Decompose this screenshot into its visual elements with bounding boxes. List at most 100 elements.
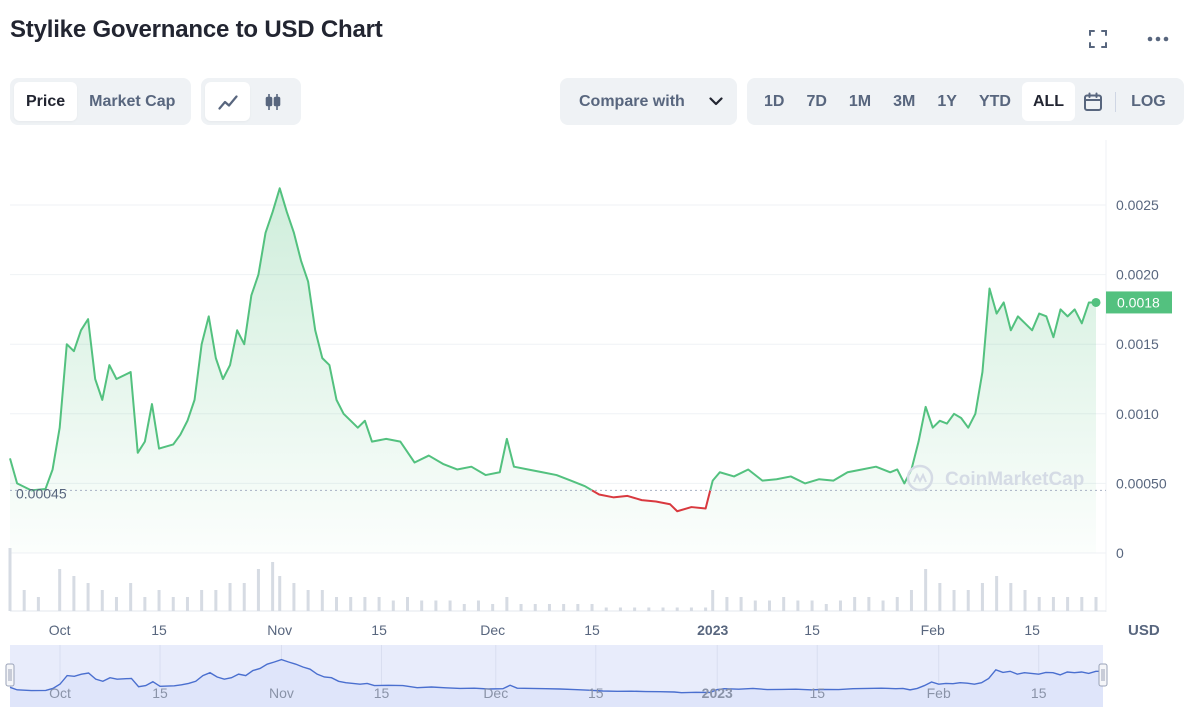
volume-bar	[881, 600, 885, 611]
tab-market-cap[interactable]: Market Cap	[89, 92, 176, 110]
volume-bar	[1009, 583, 1013, 611]
volume-bar	[256, 569, 260, 611]
calendar-icon	[1084, 92, 1103, 111]
volume-bar	[704, 607, 708, 611]
candlestick-button[interactable]	[250, 82, 295, 121]
navigator-line	[9, 658, 1103, 694]
volume-bar	[796, 600, 800, 611]
volume-bar	[129, 583, 133, 611]
more-options-icon[interactable]	[1147, 28, 1169, 50]
coinmarketcap-logo-icon	[906, 464, 934, 492]
volume-bar	[278, 576, 282, 611]
volume-bar	[171, 597, 175, 611]
date-picker-button[interactable]	[1075, 82, 1111, 121]
volume-bar	[909, 590, 913, 611]
volume-bar	[420, 600, 424, 611]
volume-bar	[100, 590, 104, 611]
volume-bar	[391, 600, 395, 611]
volume-bar	[767, 600, 771, 611]
price-line-above-ref	[9, 187, 593, 492]
volume-bar	[519, 604, 523, 611]
navigator-x-tick-label: Nov	[269, 685, 294, 701]
y-tick-label: 0.0010	[1116, 406, 1159, 422]
volume-bar	[1051, 597, 1055, 611]
volume-bar	[562, 604, 566, 611]
log-scale-toggle[interactable]: LOG	[1131, 92, 1166, 110]
navigator-x-tick-label: Feb	[927, 685, 951, 701]
volume-bar	[1094, 597, 1098, 611]
range-all[interactable]: ALL	[1021, 82, 1076, 121]
volume-bar	[86, 583, 90, 611]
currency-label: USD	[1128, 622, 1160, 639]
line-chart-icon	[217, 94, 238, 110]
range-1d[interactable]: 1D	[764, 92, 785, 110]
volume-bar	[952, 590, 956, 611]
coinmarketcap-logo-mark	[913, 472, 927, 484]
volume-bar	[576, 604, 580, 611]
volume-bar	[938, 583, 942, 611]
volume-bar	[1037, 597, 1041, 611]
range-ytd[interactable]: YTD	[978, 92, 1011, 110]
x-tick-label: 15	[584, 622, 600, 638]
x-tick-label: Dec	[480, 622, 505, 638]
current-price-dot	[1091, 297, 1101, 307]
navigator-x-tick-label: 15	[152, 685, 168, 701]
volume-bar	[782, 597, 786, 611]
x-tick-label: Nov	[267, 622, 292, 638]
volume-bar	[271, 562, 275, 611]
range-1y[interactable]: 1Y	[937, 92, 957, 110]
volume-bar	[547, 604, 551, 611]
current-price-badge	[1106, 291, 1172, 314]
volume-bar	[58, 569, 62, 611]
volume-bar	[72, 576, 76, 611]
x-tick-label: 15	[151, 622, 167, 638]
volume-bar	[604, 607, 608, 611]
y-tick-label: 0.00050	[1116, 475, 1167, 491]
volume-bar	[292, 583, 296, 611]
line-chart-button[interactable]	[205, 82, 250, 121]
watermark-text: CoinMarketCap	[945, 469, 1084, 490]
volume-bar	[476, 600, 480, 611]
x-tick-label: Feb	[921, 622, 945, 638]
fullscreen-icon[interactable]	[1087, 28, 1109, 50]
volume-bar	[335, 597, 339, 611]
volume-bar	[633, 607, 637, 611]
metric-tabs: Price Market Cap	[10, 78, 191, 125]
y-tick-label: 0.0025	[1116, 197, 1159, 213]
volume-bar	[980, 583, 984, 611]
x-tick-label: Oct	[49, 622, 71, 638]
range-3m[interactable]: 3M	[893, 92, 916, 110]
compare-with-label: Compare with	[579, 92, 685, 110]
y-tick-label: 0	[1116, 545, 1124, 561]
navigator-right-handle[interactable]	[1098, 663, 1108, 687]
x-tick-label: 15	[371, 622, 387, 638]
compare-with-dropdown[interactable]: Compare with	[560, 78, 737, 125]
navigator-x-tick-label: Dec	[483, 685, 508, 701]
volume-bar	[1080, 597, 1084, 611]
volume-bar	[966, 590, 970, 611]
volume-bar	[689, 607, 693, 611]
navigator-x-tick-label: 15	[809, 685, 825, 701]
volume-bar	[434, 600, 438, 611]
volume-bar	[824, 604, 828, 611]
range-7d[interactable]: 7D	[806, 92, 827, 110]
volume-bar	[753, 600, 757, 611]
volume-bar	[590, 604, 594, 611]
volume-bar	[505, 597, 509, 611]
time-range-selector: 1D 7D 1M 3M 1Y YTD ALL LOG	[747, 78, 1184, 125]
navigator-x-tick-label: 15	[1031, 685, 1047, 701]
volume-bar	[675, 607, 679, 611]
navigator-x-tick-label: Oct	[49, 685, 71, 701]
volume-bar	[114, 597, 118, 611]
volume-bar	[242, 583, 246, 611]
volume-bar	[533, 604, 537, 611]
volume-bar	[214, 590, 218, 611]
volume-bar	[185, 597, 189, 611]
price-line-below-ref	[591, 489, 712, 513]
volume-bar	[405, 597, 409, 611]
tab-price[interactable]: Price	[14, 82, 78, 121]
navigator-left-handle[interactable]	[5, 663, 15, 687]
volume-bar	[711, 590, 715, 611]
range-1m[interactable]: 1M	[848, 92, 872, 110]
